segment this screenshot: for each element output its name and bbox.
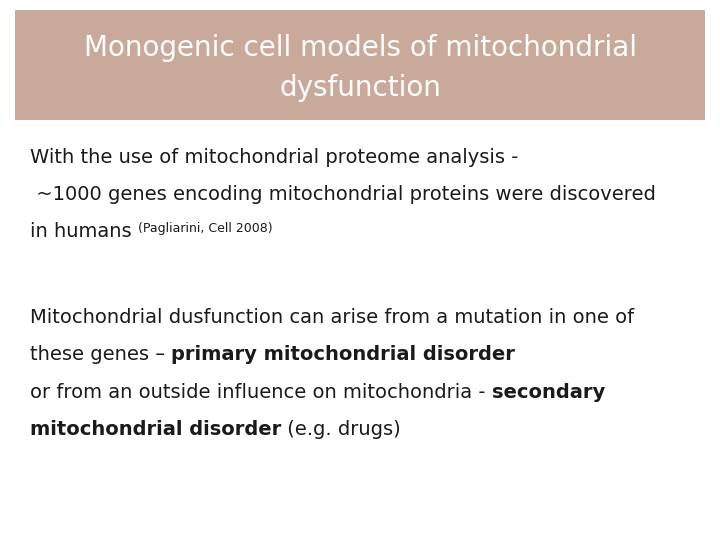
Text: Mitochondrial dusfunction can arise from a mutation in one of: Mitochondrial dusfunction can arise from… — [30, 308, 634, 327]
Text: (Pagliarini, Cell 2008): (Pagliarini, Cell 2008) — [138, 222, 272, 235]
Text: in humans: in humans — [30, 222, 138, 241]
Text: dysfunction: dysfunction — [279, 74, 441, 102]
Text: (e.g. drugs): (e.g. drugs) — [282, 420, 401, 439]
Bar — [15, 10, 705, 120]
Text: With the use of mitochondrial proteome analysis -: With the use of mitochondrial proteome a… — [30, 148, 518, 167]
Text: primary mitochondrial disorder: primary mitochondrial disorder — [171, 345, 516, 364]
Text: secondary: secondary — [492, 383, 605, 402]
Text: these genes –: these genes – — [30, 345, 171, 364]
Text: mitochondrial disorder: mitochondrial disorder — [30, 420, 282, 439]
Text: or from an outside influence on mitochondria -: or from an outside influence on mitochon… — [30, 383, 492, 402]
Text: ~1000 genes encoding mitochondrial proteins were discovered: ~1000 genes encoding mitochondrial prote… — [30, 185, 656, 204]
Text: Monogenic cell models of mitochondrial: Monogenic cell models of mitochondrial — [84, 34, 636, 62]
